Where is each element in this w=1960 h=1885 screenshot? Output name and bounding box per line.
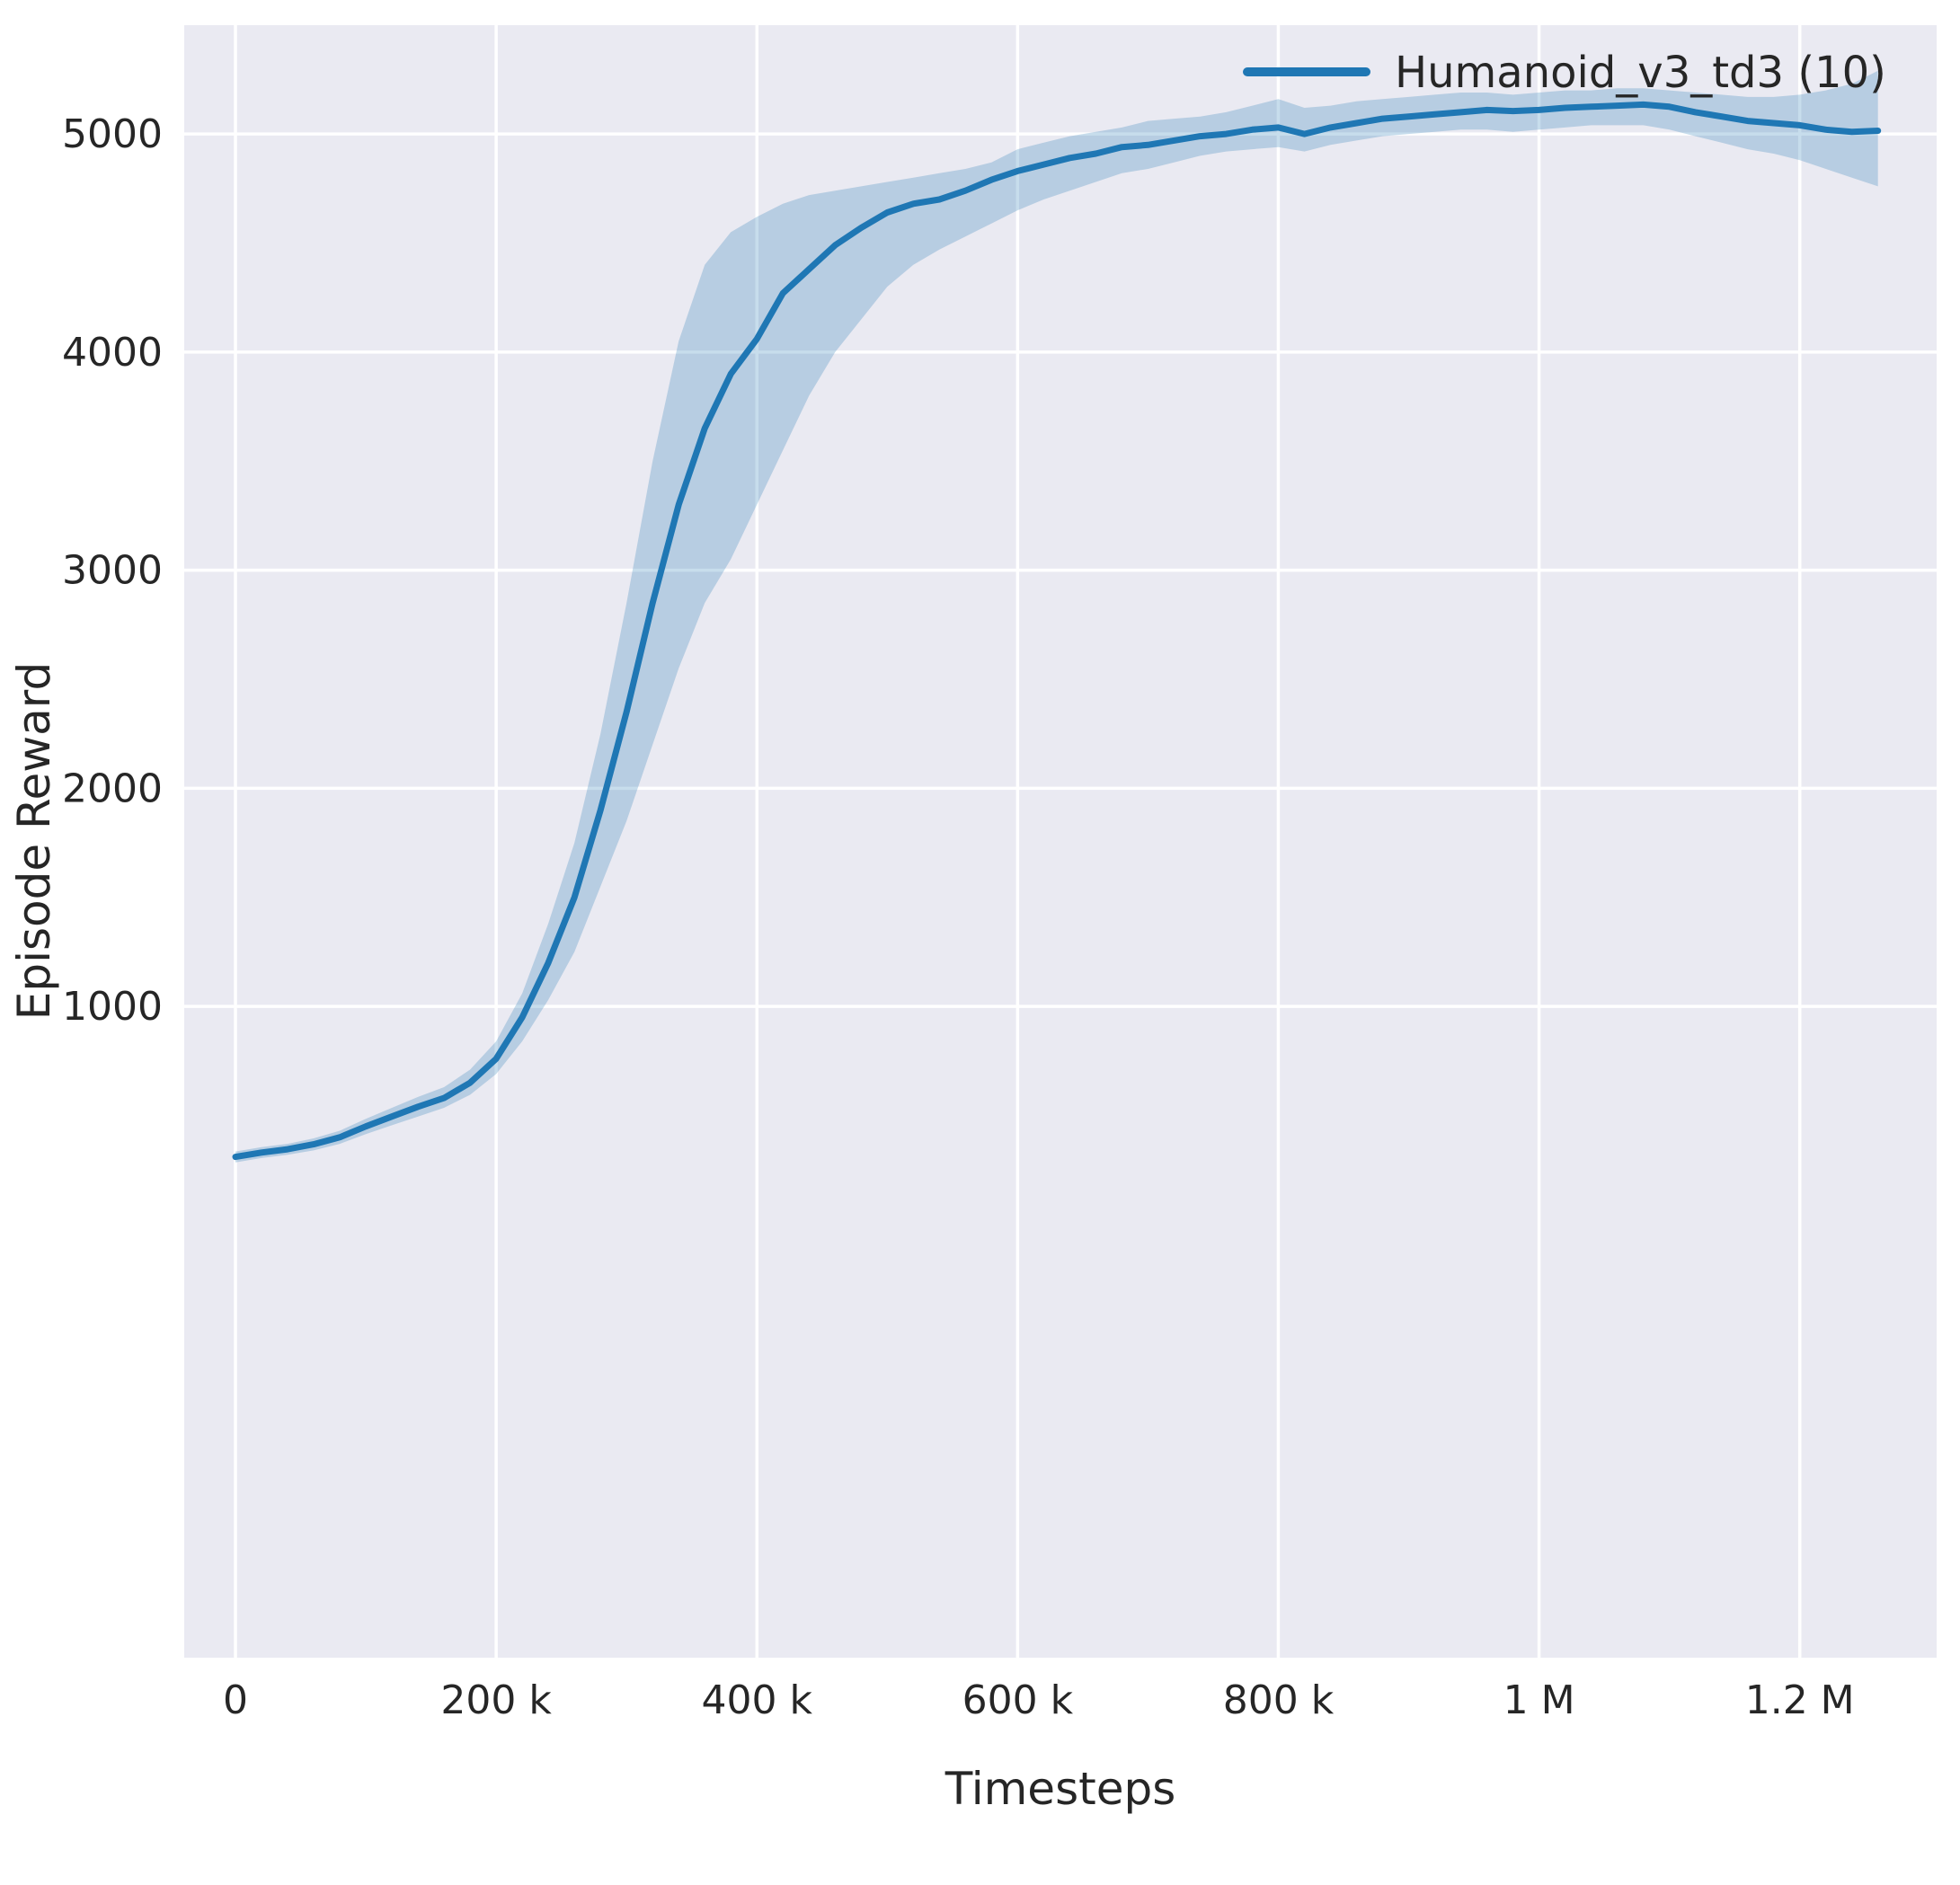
plot-layer — [184, 25, 1937, 1658]
x-axis-label: Timesteps — [945, 1763, 1176, 1815]
plot-background — [184, 25, 1937, 1658]
x-tick-label: 1.2 M — [1745, 1677, 1855, 1723]
x-tick-label: 0 — [223, 1677, 248, 1723]
y-axis-label: Episode Reward — [8, 662, 60, 1020]
x-tick-label: 1 M — [1503, 1677, 1575, 1723]
y-tick-label: 5000 — [62, 111, 163, 157]
y-tick-label: 4000 — [62, 330, 163, 376]
x-tick-label: 800 k — [1223, 1677, 1335, 1723]
y-tick-label: 3000 — [62, 548, 163, 594]
y-tick-label: 2000 — [62, 766, 163, 811]
tick-layer: 0 200 k 400 k 600 k 800 k 1 M 1.2 M 1000 2000 300… — [62, 111, 1855, 1723]
x-tick-label: 200 k — [440, 1677, 552, 1723]
x-tick-label: 600 k — [962, 1677, 1074, 1723]
mean-reward-line — [232, 101, 1882, 1161]
legend-label: Humanoid_v3_td3 (10) — [1395, 48, 1886, 98]
y-tick-label: 1000 — [62, 984, 163, 1030]
x-tick-label: 400 k — [702, 1677, 813, 1723]
legend: Humanoid_v3_td3 (10) — [1243, 48, 1886, 98]
